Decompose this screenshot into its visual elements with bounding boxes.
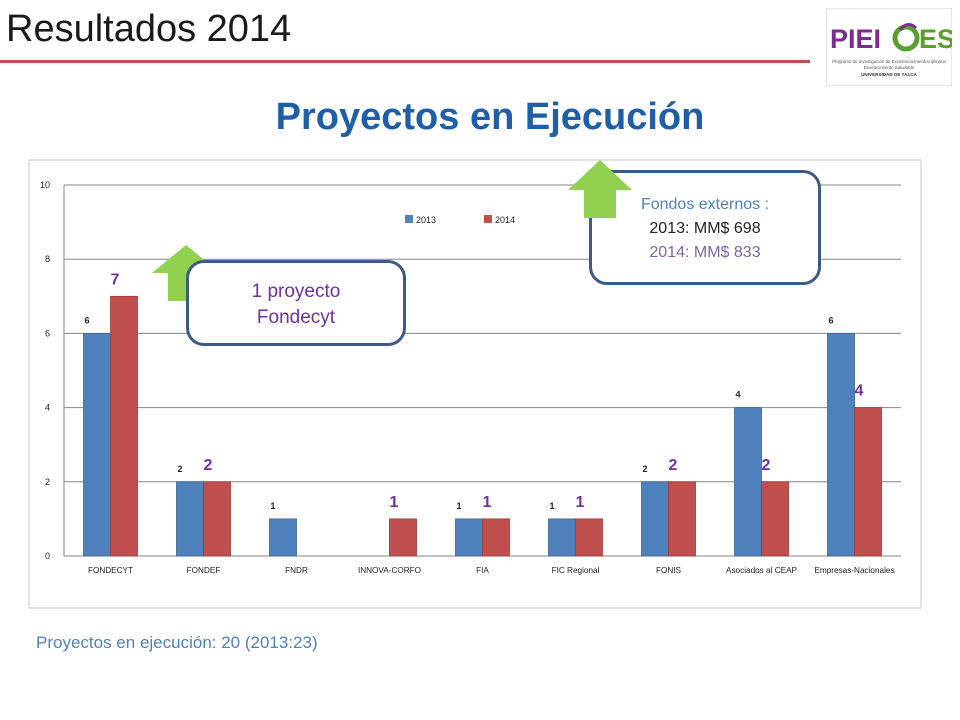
chart-bars	[83, 295, 882, 557]
data-label-2014: 1	[390, 494, 399, 511]
bar-2014	[110, 295, 138, 557]
data-label-2014: 2	[762, 457, 771, 474]
x-tick-label: INNOVA-CORFO	[358, 566, 421, 575]
data-label-2013: 1	[549, 501, 554, 511]
x-tick-label: FONDECYT	[88, 566, 133, 575]
callout-fondecyt-line2: Fondecyt	[256, 307, 336, 328]
bar-2013	[734, 407, 762, 557]
bar-2014	[203, 481, 231, 557]
data-label-2013: 2	[177, 464, 182, 474]
bar-2013	[827, 332, 855, 557]
bar-2013	[176, 481, 204, 557]
bar-2014	[482, 518, 510, 557]
data-label-2013: 1	[270, 501, 275, 511]
bar-2014	[854, 407, 882, 557]
logo-line2: Envejecimiento Saludable	[864, 65, 915, 70]
callout-funds-title: Fondos externos :	[640, 196, 770, 213]
pieices-logo: PIEI ES Programa de Investigación de Exc…	[826, 8, 952, 86]
x-tick-label: Asociados al CEAP	[726, 566, 798, 575]
x-tick-label: FNDR	[285, 566, 308, 575]
callout-funds-2013: 2013: MM$ 698	[649, 220, 761, 237]
callout-funds-2014: 2014: MM$ 833	[649, 244, 761, 261]
bar-2013	[548, 518, 576, 557]
x-tick-label: FONIS	[656, 566, 682, 575]
data-label-2013: 6	[84, 315, 89, 325]
logo-line1: Programa de Investigación de Excelencia …	[832, 59, 946, 64]
logo-line3: UNIVERSIDAD DE TALCA	[861, 72, 917, 77]
bar-2013	[455, 518, 483, 557]
bar-2014	[389, 518, 417, 557]
y-tick-label: 6	[45, 328, 50, 338]
chart-data-labels: 6 7 2 2 1 1 1 1 1 1 2 2 4 2 6 4	[84, 271, 863, 511]
bar-2014	[668, 481, 696, 557]
y-tick-label: 2	[45, 477, 50, 487]
bar-2014	[575, 518, 603, 557]
title-underline	[0, 60, 810, 63]
callout-fondecyt-line1: 1 proyecto	[251, 281, 341, 302]
y-axis-ticks: 0 2 4 6 8 10	[40, 180, 50, 561]
x-tick-label: Empresas-Nacionales	[814, 566, 894, 575]
logo-brand-right: ES	[919, 24, 952, 54]
up-arrow-icon	[568, 160, 632, 218]
footer-summary: Proyectos en ejecución: 20 (2013:23)	[36, 633, 318, 652]
legend-swatch-2013	[405, 215, 413, 223]
data-label-2013: 1	[456, 501, 461, 511]
y-tick-label: 10	[40, 180, 50, 190]
data-label-2014: 4	[855, 383, 864, 400]
y-tick-label: 0	[45, 551, 50, 561]
x-tick-label: FIC Regional	[552, 566, 600, 575]
bar-2013	[83, 332, 111, 557]
legend-label: 2013	[416, 215, 436, 225]
chart-legend: 2013 2014	[405, 215, 515, 225]
legend-swatch-2014	[484, 215, 492, 223]
data-label-2013: 2	[642, 464, 647, 474]
y-tick-label: 4	[45, 403, 50, 413]
y-tick-label: 8	[45, 254, 50, 264]
x-tick-label: FONDEF	[187, 566, 221, 575]
bar-2014	[761, 481, 789, 557]
data-label-2014: 2	[204, 457, 213, 474]
x-axis-ticks: FONDECYT FONDEF FNDR INNOVA-CORFO FIA FIC Reg…	[88, 566, 895, 575]
data-label-2014: 7	[111, 271, 120, 288]
x-tick-label: FIA	[476, 566, 489, 575]
logo-brand-left: PIEI	[830, 24, 881, 54]
fondecyt-callout: 1 proyecto Fondecyt	[186, 260, 406, 346]
logo-leaf-icon	[892, 24, 920, 52]
chart-heading: Proyectos en Ejecución	[275, 96, 705, 138]
data-label-2014: 2	[669, 457, 678, 474]
legend-label: 2014	[495, 215, 515, 225]
bar-2013	[641, 481, 669, 557]
bar-2013	[269, 518, 297, 557]
slide-title: Resultados 2014	[6, 8, 292, 50]
data-label-2013: 6	[828, 315, 833, 325]
data-label-2014: 1	[576, 494, 585, 511]
data-label-2014: 1	[483, 494, 492, 511]
data-label-2013: 4	[735, 390, 740, 400]
